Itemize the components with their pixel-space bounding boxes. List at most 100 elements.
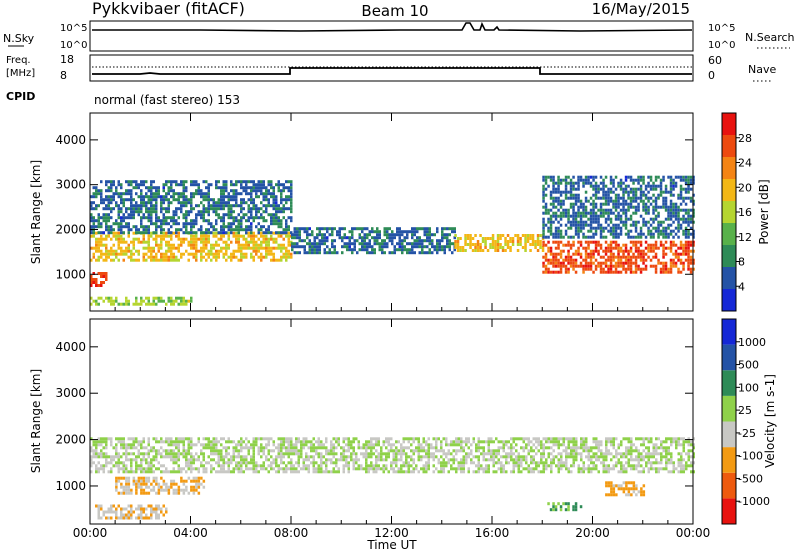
data-cell — [597, 264, 600, 268]
data-cell — [252, 204, 255, 208]
data-cell — [177, 440, 180, 444]
data-cell — [122, 204, 125, 208]
data-cell — [190, 443, 193, 447]
data-cell — [135, 446, 138, 450]
data-cell — [177, 467, 180, 471]
data-cell — [370, 455, 373, 459]
data-cell — [594, 217, 598, 221]
data-cell — [277, 222, 280, 226]
data-cell — [649, 196, 653, 200]
data-cell — [677, 175, 680, 179]
data-cell — [265, 195, 268, 199]
data-cell — [190, 464, 193, 468]
data-cell — [625, 452, 628, 456]
data-cell — [567, 443, 570, 447]
data-cell — [95, 299, 98, 303]
data-cell — [110, 246, 113, 250]
frequency-line — [92, 67, 692, 75]
data-cell — [125, 452, 128, 456]
data-cell — [562, 461, 565, 465]
data-cell — [385, 467, 388, 471]
data-cell — [557, 461, 560, 465]
data-cell — [622, 255, 625, 259]
data-cell — [92, 440, 95, 444]
data-cell — [355, 467, 358, 471]
data-cell — [97, 470, 100, 474]
data-cell — [475, 446, 478, 450]
data-cell — [205, 258, 208, 262]
data-cell — [552, 252, 555, 256]
data-cell — [647, 446, 650, 450]
data-cell — [417, 452, 420, 456]
data-cell — [137, 207, 140, 211]
data-cell — [669, 178, 673, 182]
data-cell — [197, 192, 200, 196]
data-cell — [592, 208, 595, 212]
data-cell — [582, 235, 585, 239]
data-cell — [559, 270, 563, 274]
data-cell — [382, 464, 385, 468]
data-cell — [542, 229, 545, 233]
data-cell — [190, 455, 193, 459]
data-cell — [562, 202, 565, 206]
data-cell — [425, 464, 428, 468]
data-cell — [147, 228, 150, 232]
data-cell — [132, 213, 135, 217]
data-cell — [504, 249, 507, 252]
data-cell — [438, 242, 441, 246]
data-cell — [150, 204, 153, 208]
data-cell — [464, 240, 467, 243]
data-cell — [267, 470, 270, 474]
data-cell — [180, 252, 183, 256]
data-cell — [557, 208, 560, 212]
data-cell — [544, 270, 548, 274]
data-cell — [535, 464, 538, 468]
data-cell — [255, 189, 258, 193]
data-cell — [277, 455, 280, 459]
data-cell — [192, 225, 195, 229]
data-cell — [677, 226, 680, 230]
data-cell — [147, 216, 150, 220]
data-cell — [632, 223, 635, 227]
data-cell — [240, 183, 243, 187]
data-cell — [575, 446, 578, 450]
data-cell — [400, 458, 403, 462]
data-cell — [521, 234, 525, 237]
data-band-4 — [542, 240, 695, 274]
data-cell — [195, 443, 198, 447]
data-cell — [290, 210, 293, 214]
data-cell — [647, 184, 650, 188]
data-cell — [522, 440, 525, 444]
data-cell — [496, 240, 500, 243]
data-cell — [293, 242, 296, 246]
data-cell — [407, 455, 410, 459]
data-cell — [182, 198, 185, 202]
data-cell — [662, 246, 665, 250]
data-cell — [579, 202, 583, 206]
data-cell — [554, 232, 558, 236]
data-cell — [202, 237, 205, 241]
data-cell — [97, 452, 100, 456]
data-cell — [629, 190, 633, 194]
data-cell — [340, 458, 343, 462]
data-cell — [649, 246, 653, 250]
data-cell — [377, 464, 380, 468]
data-cell — [252, 446, 255, 450]
data-cell — [230, 225, 233, 229]
data-cell — [212, 228, 215, 232]
data-cell — [90, 296, 93, 300]
data-cell — [177, 470, 180, 474]
data-cell — [162, 258, 165, 262]
data-cell — [427, 461, 430, 465]
data-cell — [542, 235, 545, 239]
data-cell — [150, 192, 153, 196]
data-cell — [649, 187, 653, 191]
data-cell — [167, 299, 170, 303]
data-cell — [421, 251, 424, 255]
data-cell — [629, 187, 633, 191]
data-cell — [275, 198, 278, 202]
data-cell — [677, 211, 680, 215]
data-cell — [107, 296, 110, 300]
data-cell — [180, 180, 183, 184]
data-cell — [557, 464, 560, 468]
